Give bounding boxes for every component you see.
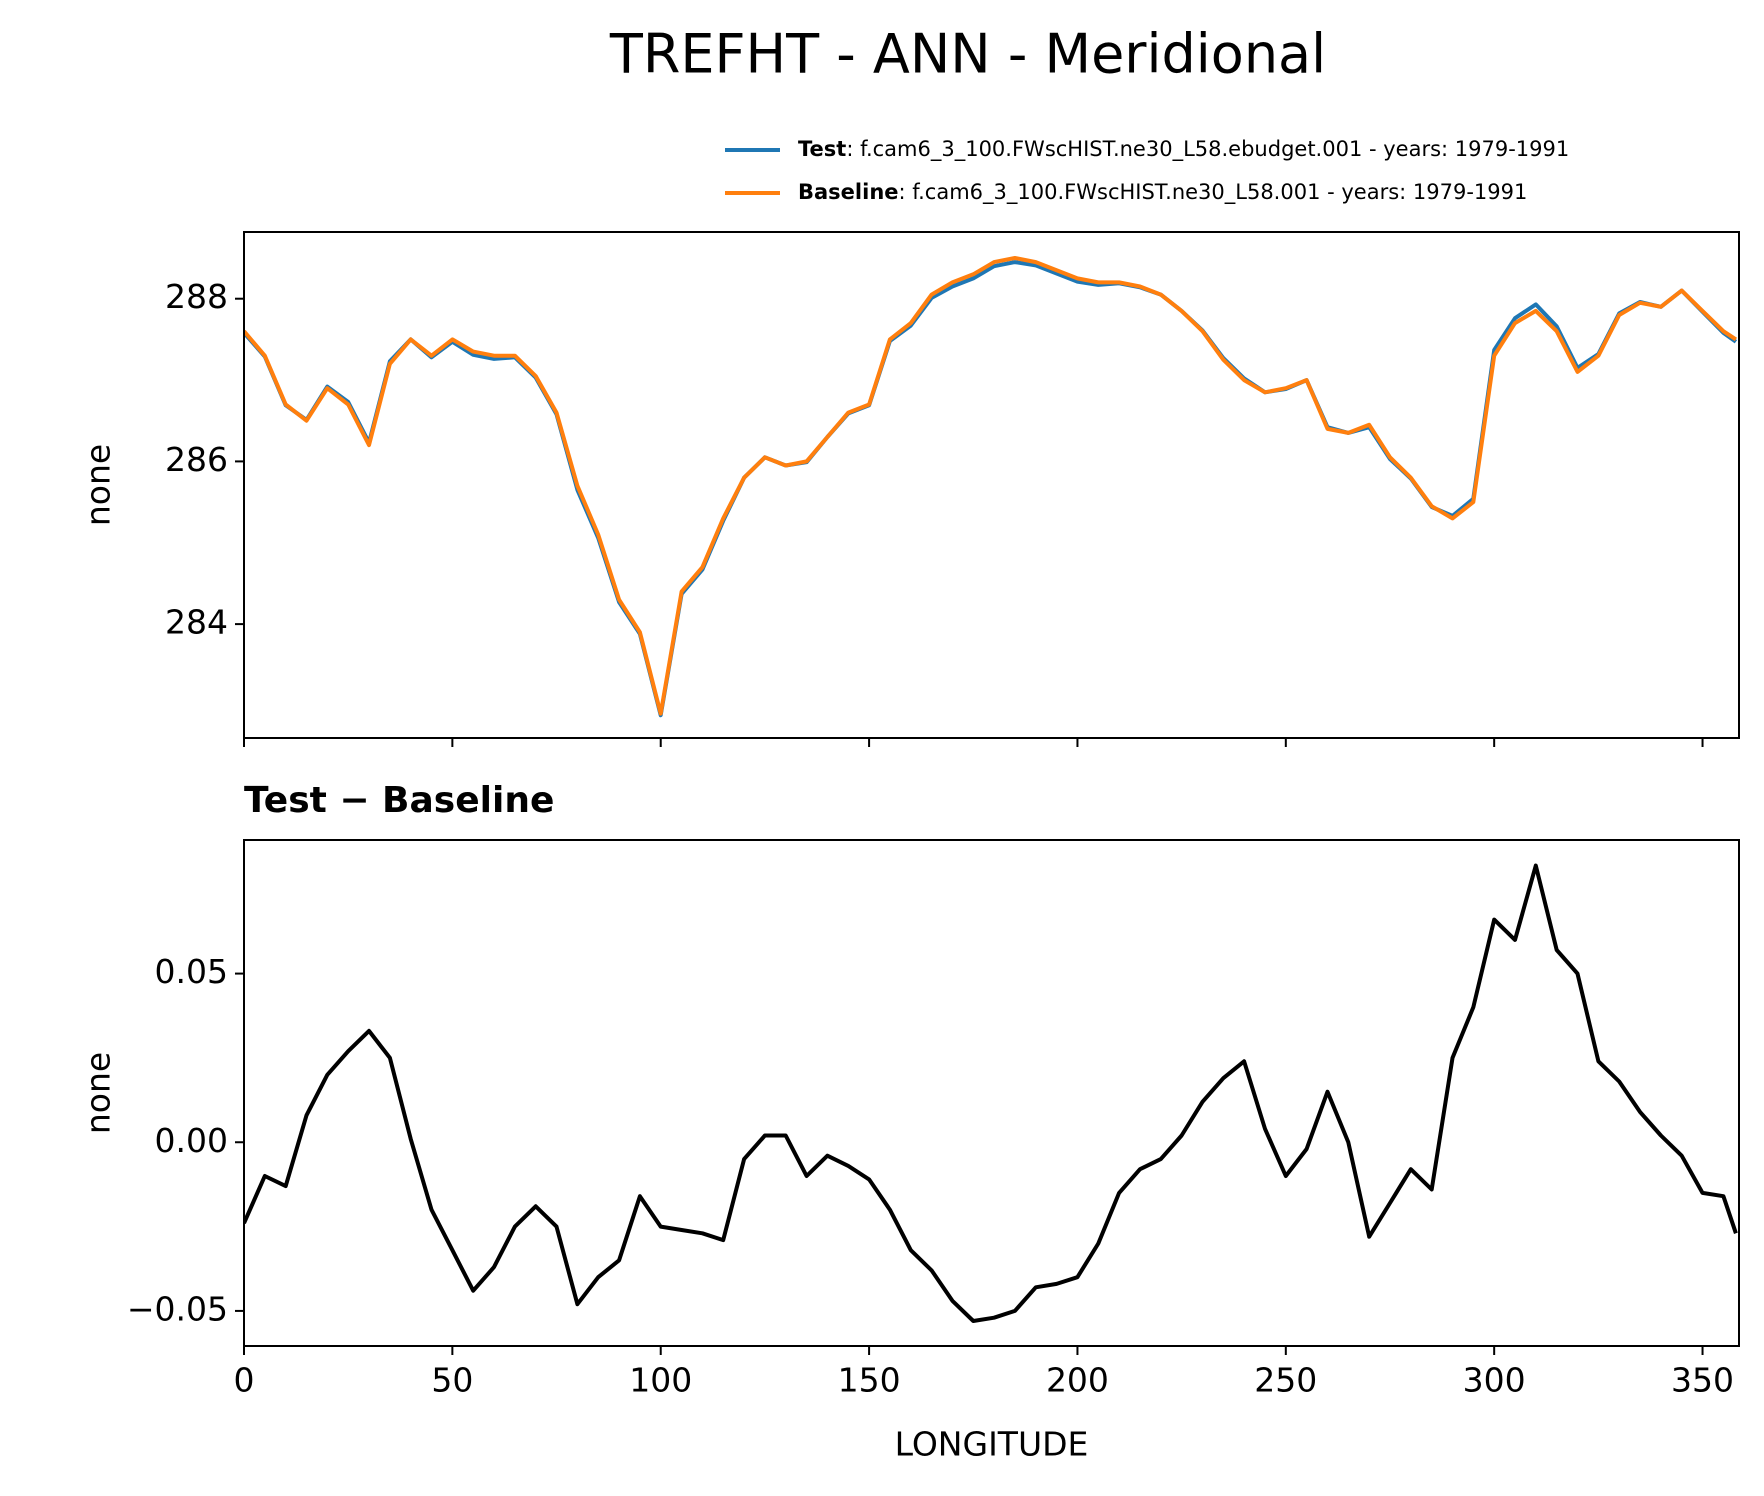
axes-title: Test − Baseline: [244, 780, 554, 821]
x-tick-label: 150: [838, 1361, 901, 1400]
x-tick-label: 200: [1046, 1361, 1109, 1400]
legend-description: : f.cam6_3_100.FWscHIST.ne30_L58.ebudget…: [846, 137, 1569, 162]
x-tick-label: 100: [629, 1361, 692, 1400]
y-tick-label: −0.05: [127, 1289, 228, 1328]
data-line: [244, 256, 1737, 716]
x-axis-label: LONGITUDE: [895, 1425, 1089, 1464]
data-line: [244, 260, 1738, 718]
y-tick-label: 288: [165, 277, 228, 316]
y-tick-label: 0.00: [155, 1121, 228, 1160]
x-tick-label: 250: [1254, 1361, 1317, 1400]
axes-frame: [243, 839, 1740, 1347]
legend-name: Baseline: [798, 180, 899, 204]
figure-title: TREFHT - ANN - Meridional: [609, 23, 1326, 86]
x-tick-label: 350: [1671, 1361, 1734, 1400]
x-tick-label: 50: [431, 1361, 473, 1400]
axes-frame: [243, 231, 1740, 739]
y-axis-label: none: [79, 444, 118, 526]
legend-name: Test: [798, 137, 846, 161]
y-tick-label: 0.05: [155, 952, 228, 991]
data-line: [244, 863, 1738, 1323]
legend-label: Test: f.cam6_3_100.FWscHIST.ne30_L58.ebu…: [798, 137, 1569, 162]
y-tick-label: 286: [165, 440, 228, 479]
y-tick-label: 284: [165, 603, 228, 642]
legend-label: Baseline: f.cam6_3_100.FWscHIST.ne30_L58…: [798, 180, 1527, 205]
y-axis-label: none: [79, 1052, 118, 1134]
x-tick-label: 0: [234, 1361, 255, 1400]
legend-description: : f.cam6_3_100.FWscHIST.ne30_L58.001 - y…: [899, 180, 1528, 205]
x-tick-label: 300: [1463, 1361, 1526, 1400]
